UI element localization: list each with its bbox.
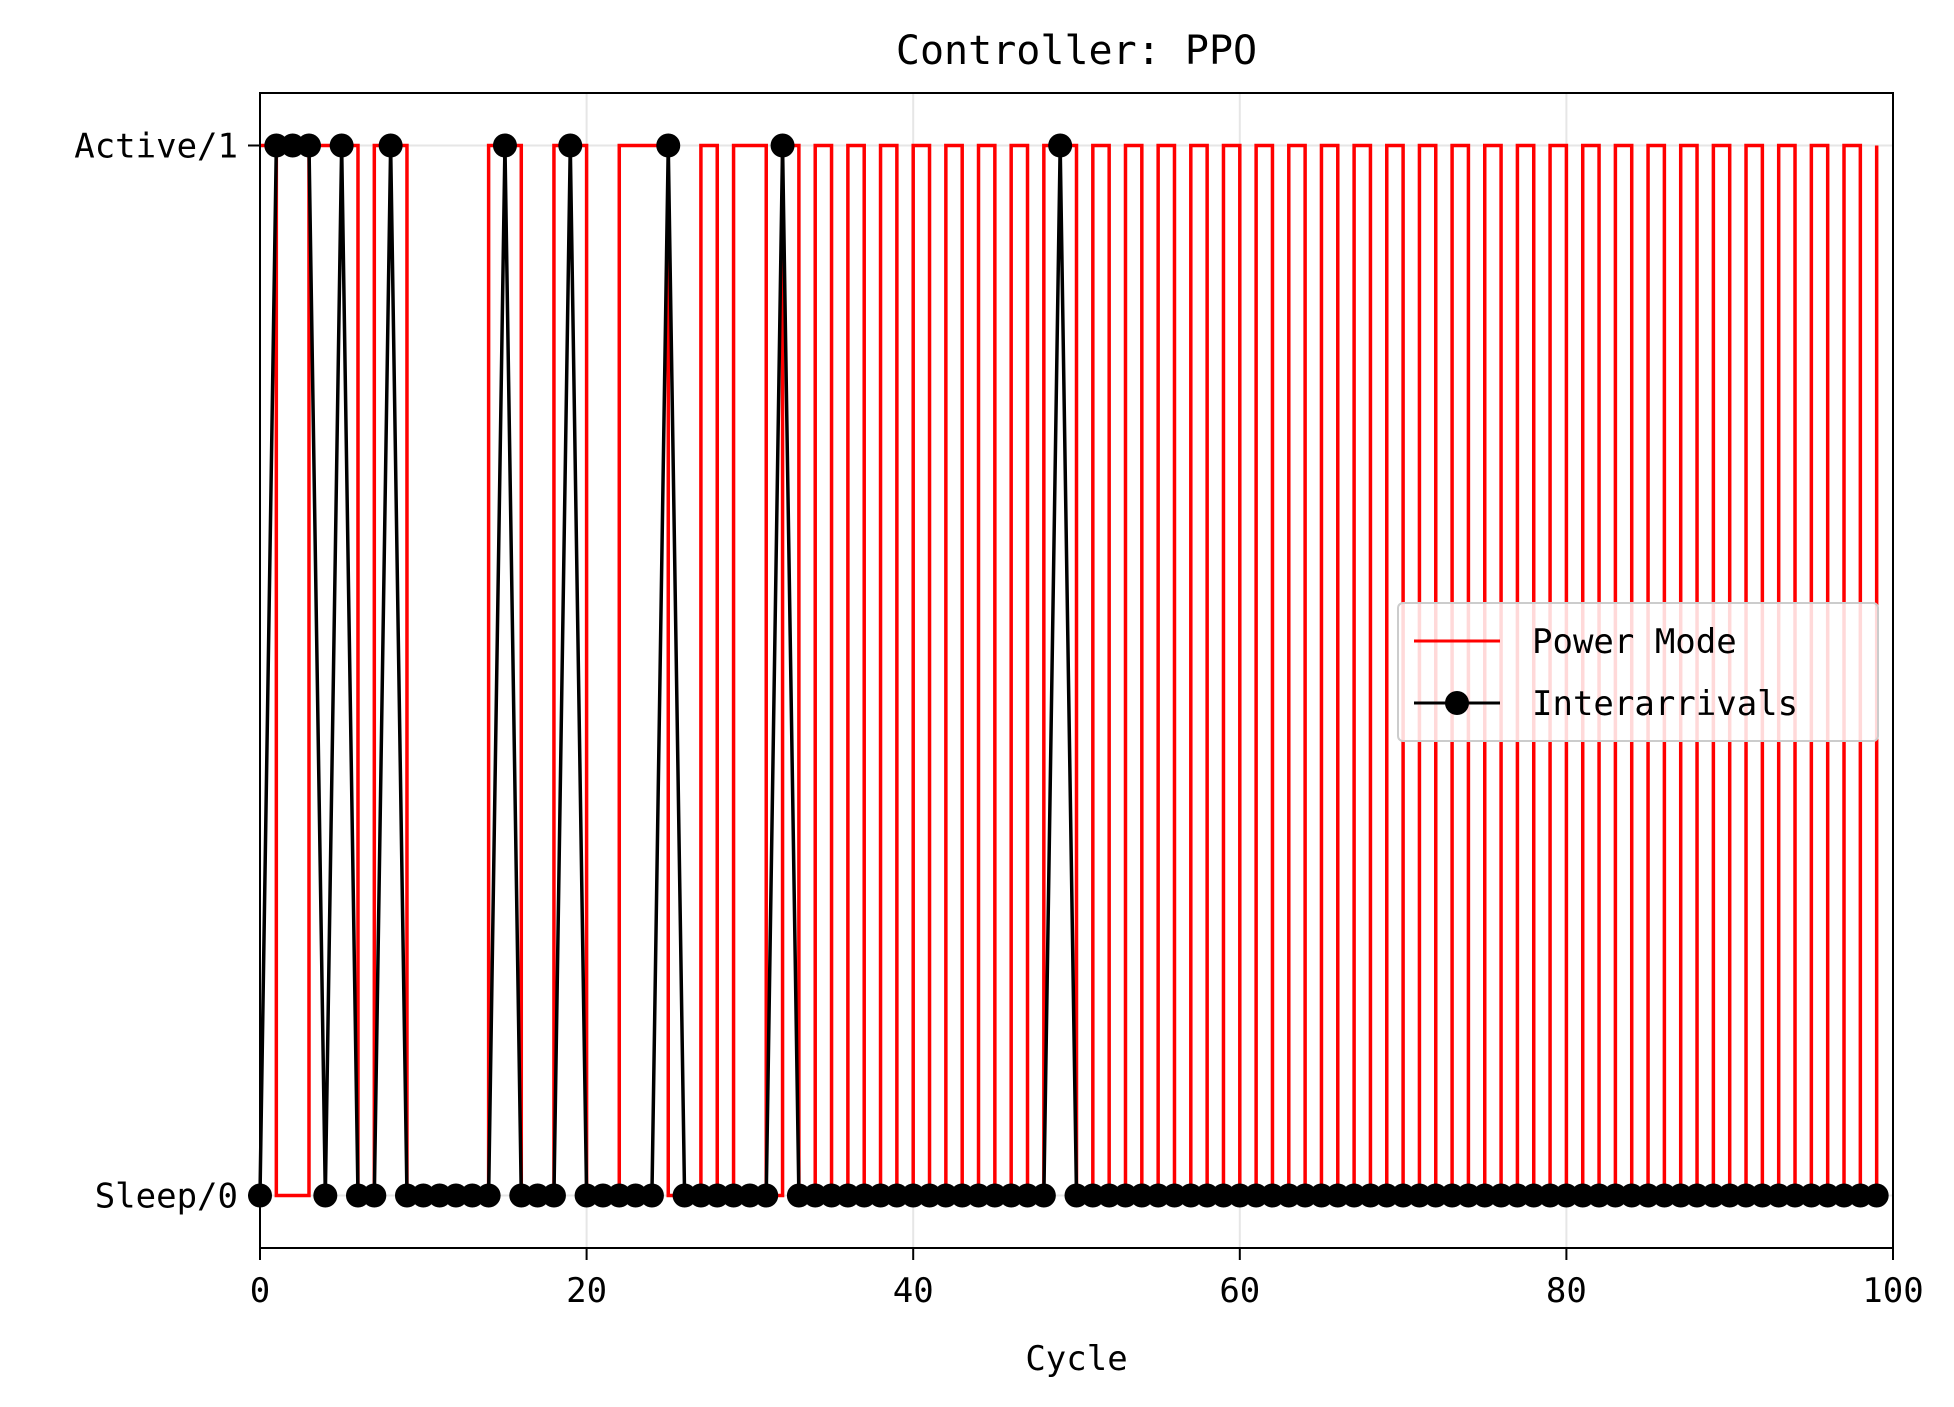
- interarrivals-point: [1048, 133, 1073, 158]
- x-tick-label: 60: [1219, 1271, 1260, 1311]
- interarrivals-point: [476, 1183, 501, 1208]
- interarrivals-point: [362, 1183, 387, 1208]
- x-tick-label: 40: [893, 1271, 934, 1311]
- y-tick-label: Active/1: [74, 127, 238, 167]
- axes-frame: [259, 92, 1894, 1249]
- interarrivals-point: [296, 133, 321, 158]
- interarrivals-point: [541, 1183, 566, 1208]
- interarrivals-point: [1031, 1183, 1056, 1208]
- plot-area: [248, 133, 1889, 1208]
- interarrivals-point: [329, 133, 354, 158]
- x-tick-label: 20: [566, 1271, 607, 1311]
- legend-marker-interarrivals: [1445, 691, 1469, 715]
- legend-box: [1397, 602, 1879, 742]
- chart-title: Controller: PPO: [896, 28, 1257, 74]
- interarrivals-point: [1864, 1183, 1889, 1208]
- legend-label-power-mode: Power Mode: [1532, 622, 1737, 662]
- interarrivals-point: [656, 133, 681, 158]
- legend-label-interarrivals: Interarrivals: [1532, 684, 1798, 724]
- x-axis-label: Cycle: [1025, 1339, 1127, 1379]
- x-tick-label: 80: [1546, 1271, 1587, 1311]
- interarrivals-point: [558, 133, 583, 158]
- interarrivals-point: [770, 133, 795, 158]
- interarrivals-point: [313, 1183, 338, 1208]
- interarrivals-point: [378, 133, 403, 158]
- interarrivals-point: [639, 1183, 664, 1208]
- y-tick-label: Sleep/0: [95, 1177, 238, 1217]
- x-tick-label: 100: [1862, 1271, 1923, 1311]
- interarrivals-point: [492, 133, 517, 158]
- ticks-layer: 0 20 40 60 80 100 Sleep/0 Active/1: [74, 127, 1923, 1312]
- x-tick-label: 0: [250, 1271, 270, 1311]
- legend: Power Mode Interarrivals: [1397, 602, 1879, 742]
- interarrivals-point: [754, 1183, 779, 1208]
